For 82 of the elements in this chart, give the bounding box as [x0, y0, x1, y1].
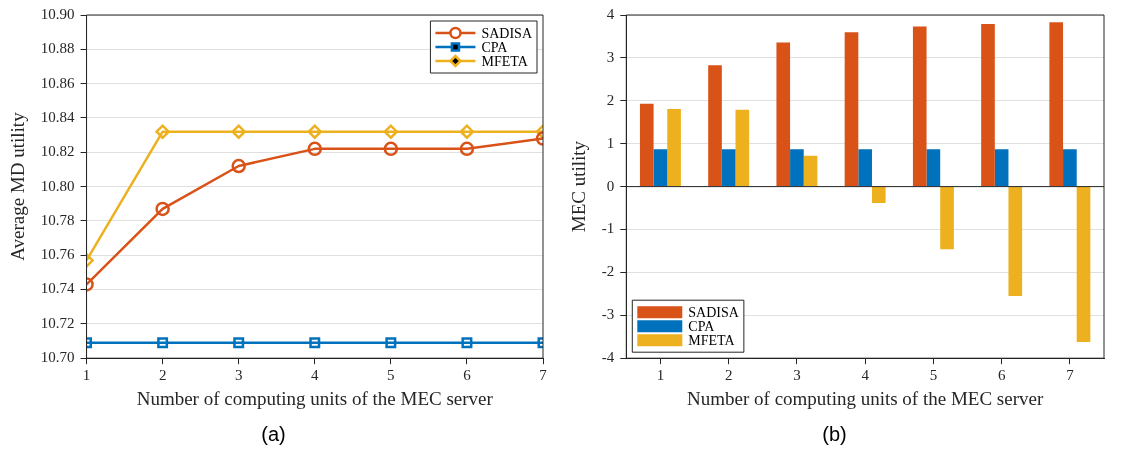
point	[155, 201, 170, 217]
y-tick-label: 10.74	[40, 280, 76, 297]
point	[461, 337, 473, 349]
y-tick-label: 10.78	[40, 211, 75, 228]
x-axis-title: Number of computing units of the MEC server	[136, 387, 494, 409]
x-tick-label: 6	[997, 367, 1006, 384]
legend-label: CPA	[481, 39, 509, 55]
legend-label: SADISA	[688, 304, 740, 320]
y-tick-label: -3	[601, 306, 615, 323]
bar	[994, 149, 1009, 187]
legend-label: SADISA	[481, 25, 533, 41]
point	[385, 337, 397, 349]
bar	[858, 149, 872, 187]
bar	[940, 187, 954, 250]
bar	[844, 32, 859, 187]
y-tick-label: 10.84	[40, 108, 76, 125]
x-tick-label: 7	[1066, 367, 1075, 384]
bar	[667, 108, 681, 187]
bar	[1076, 187, 1091, 342]
x-tick-label: 7	[539, 367, 548, 384]
legend-label: MFETA	[481, 53, 529, 69]
point	[233, 337, 245, 349]
bar	[1049, 22, 1064, 187]
y-tick-label: 10.90	[40, 5, 75, 22]
point	[157, 337, 169, 349]
legend-label: MFETA	[688, 332, 736, 348]
point	[307, 124, 323, 139]
bar	[653, 149, 668, 187]
y-tick-label: 10.88	[40, 40, 75, 57]
x-tick-label: 2	[724, 367, 733, 384]
x-tick-label: 4	[311, 367, 320, 384]
text: (a)	[261, 422, 286, 445]
bar	[776, 42, 791, 187]
point	[459, 141, 475, 157]
bar	[639, 103, 654, 187]
x-axis-title: Number of computing units of the MEC server	[687, 387, 1044, 409]
y-tick-label: -4	[601, 349, 615, 366]
y-tick-label: -1	[601, 220, 615, 237]
point	[383, 141, 399, 157]
bar	[981, 24, 995, 187]
bar	[912, 26, 927, 187]
y-tick-label: 4	[606, 5, 615, 22]
y-tick-label: 0	[606, 177, 615, 194]
y-tick-label: 1	[606, 134, 615, 151]
point	[231, 124, 246, 139]
legend-label: CPA	[688, 318, 716, 334]
y-tick-label: 10.82	[40, 143, 75, 160]
bar	[721, 149, 736, 187]
bar	[1063, 149, 1077, 187]
point	[231, 158, 246, 174]
x-tick-label: 4	[861, 367, 870, 384]
point	[307, 141, 323, 157]
y-tick-label: 10.86	[40, 74, 76, 91]
point	[155, 124, 170, 139]
bar	[926, 149, 941, 187]
y-axis-title: MEC utility	[568, 140, 590, 233]
bar	[803, 155, 818, 187]
text: (b)	[822, 422, 847, 445]
y-tick-label: 10.76	[40, 246, 76, 263]
x-tick-label: 3	[793, 367, 801, 384]
y-tick-label: 10.70	[40, 349, 75, 366]
y-tick-label: 10.72	[40, 314, 75, 331]
y-axis-title: Average MD utility	[7, 111, 29, 261]
bar	[871, 187, 886, 203]
x-tick-label: 2	[158, 367, 167, 384]
bar	[708, 65, 722, 187]
point	[459, 124, 475, 139]
point	[309, 337, 321, 349]
x-tick-label: 1	[82, 367, 91, 384]
y-tick-label: 10.80	[40, 177, 75, 194]
x-tick-label: 1	[656, 367, 665, 384]
bar	[790, 149, 804, 187]
x-tick-label: 6	[463, 367, 472, 384]
y-tick-label: 3	[606, 48, 615, 65]
x-tick-label: 5	[929, 367, 938, 384]
y-tick-label: 2	[606, 91, 615, 108]
point	[383, 124, 399, 139]
y-tick-label: -2	[601, 263, 615, 280]
x-tick-label: 5	[387, 367, 395, 384]
x-tick-label: 3	[234, 367, 243, 384]
bar	[735, 109, 750, 187]
bar	[1008, 187, 1023, 296]
